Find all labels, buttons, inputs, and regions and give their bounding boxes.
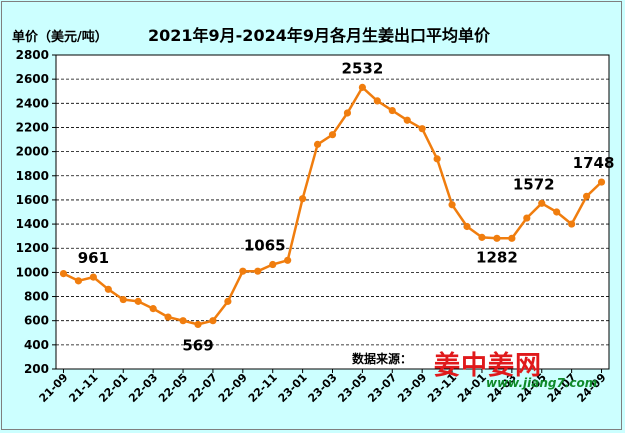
data-label: 1572 [513,175,555,193]
data-point [313,140,322,148]
data-label: 1748 [573,154,615,172]
x-tick-label: 23-03 [306,371,340,405]
data-point [523,214,531,222]
data-point [194,320,202,329]
data-point [478,233,486,241]
y-tick-label: 1000 [16,265,49,279]
data-label: 961 [78,249,109,267]
x-tick-label: 21-11 [66,371,100,405]
data-point [284,256,292,264]
data-point [418,125,426,133]
y-tick-label: 2800 [16,48,49,62]
data-point [373,97,381,105]
source-label: 数据来源： [352,352,413,366]
plot-area [55,54,610,370]
data-point [553,208,561,216]
chart-title: 2021年9月-2024年9月各月生姜出口平均单价 [148,26,490,45]
y-tick-label: 2600 [16,72,49,86]
data-point [179,317,187,325]
data-point [224,297,232,305]
data-point [448,201,456,209]
data-point [89,273,97,281]
y-tick-label: 2200 [16,120,49,134]
data-point [269,260,277,269]
data-point [239,267,247,275]
y-tick-label: 1400 [16,217,49,231]
data-point [582,192,591,200]
data-point [358,83,366,91]
y-tick-label: 200 [24,362,49,376]
data-point [299,195,307,203]
data-point [59,269,68,278]
y-tick-label: 1200 [16,241,49,255]
data-point [119,295,127,304]
x-tick-label: 23-09 [395,371,429,405]
data-point [134,297,142,305]
data-label: 2532 [342,59,384,77]
data-point [149,305,157,313]
data-point [209,317,217,325]
data-label: 1065 [244,237,286,255]
y-tick-label: 1800 [16,169,49,183]
data-label: 1282 [476,248,518,266]
x-tick-label: 23-07 [365,371,399,405]
x-tick-label: 21-09 [37,371,71,405]
x-tick-label: 22-07 [186,371,220,405]
x-tick-label: 22-01 [96,371,130,405]
y-tick-label: 2400 [16,96,49,110]
x-tick-label: 22-05 [156,371,190,405]
x-tick-label: 22-09 [216,371,250,405]
x-tick-label: 23-01 [276,371,310,405]
y-tick-label: 1600 [16,193,49,207]
data-point [463,222,471,231]
x-tick-label: 22-11 [246,371,280,405]
y-axis-unit-label: 单价（美元/吨） [12,30,108,45]
data-point [568,220,576,228]
data-point [388,106,396,115]
data-point [538,199,546,207]
watermark-url: www.jiang7.com [486,376,598,390]
x-tick-label: 23-05 [335,371,369,405]
data-point [343,109,352,117]
data-point [254,267,262,275]
data-point [403,116,411,124]
data-point [433,155,441,163]
data-point [74,277,83,285]
y-tick-label: 400 [24,338,49,352]
data-point [104,285,112,293]
watermark-logo-text: 姜中姜网 [434,351,543,381]
data-label: 569 [182,336,213,354]
data-point [597,178,606,186]
y-tick-label: 600 [24,314,49,328]
data-point [493,234,501,242]
data-point [164,313,172,321]
data-point [508,234,516,242]
y-tick-label: 800 [24,290,49,304]
y-tick-label: 2000 [16,145,49,159]
x-tick-label: 22-03 [126,371,160,405]
data-point [328,131,337,139]
